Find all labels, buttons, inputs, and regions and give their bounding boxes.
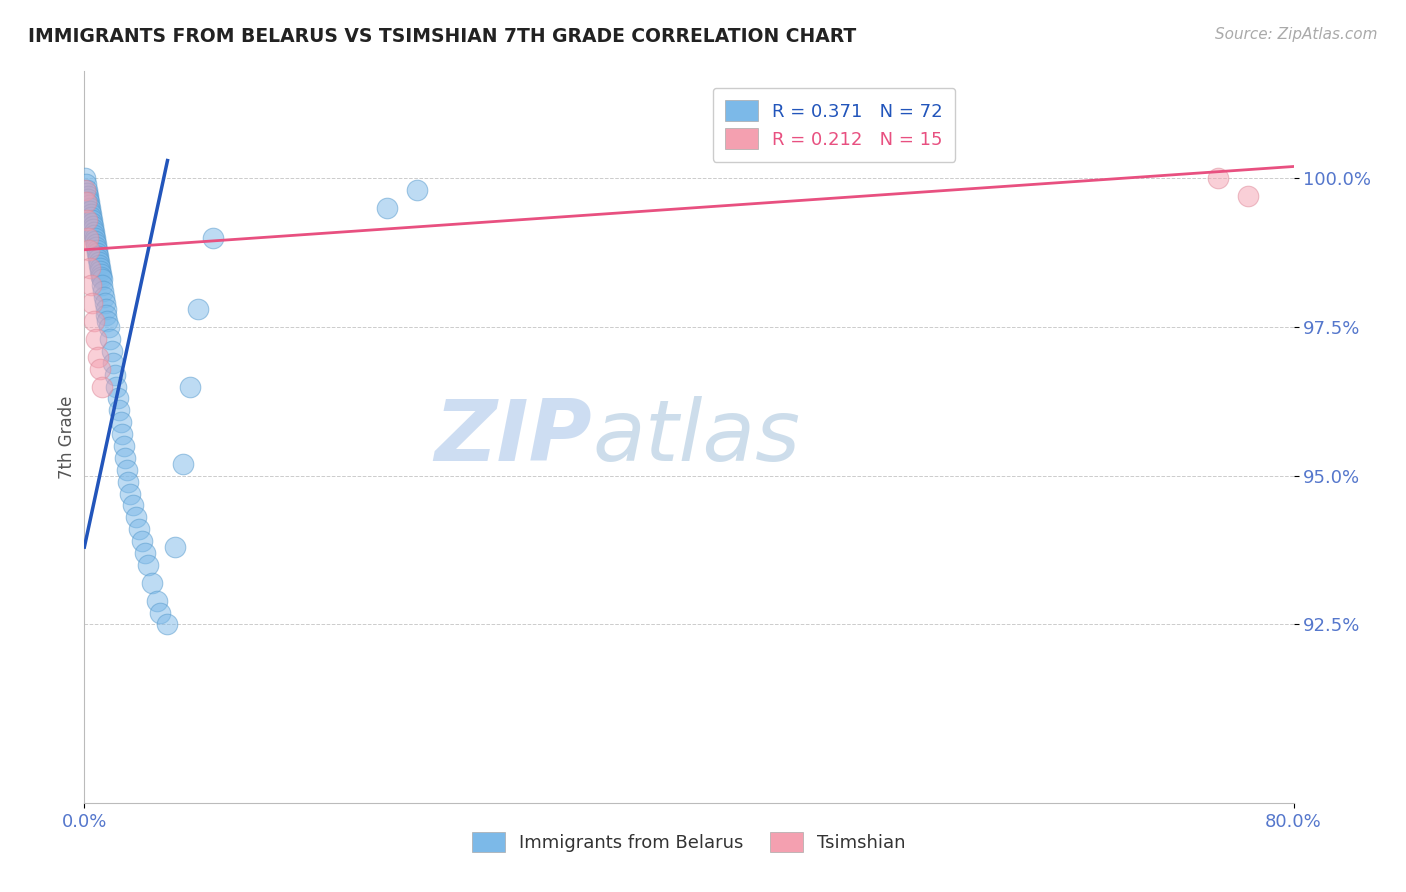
Point xyxy=(83,227,105,242)
Point xyxy=(80,210,103,224)
Point xyxy=(131,534,153,549)
Point xyxy=(90,272,112,286)
Point xyxy=(179,379,201,393)
Point xyxy=(105,379,128,393)
Point xyxy=(77,195,100,210)
Point xyxy=(87,254,110,268)
Point xyxy=(98,332,121,346)
Point xyxy=(80,213,103,227)
Point xyxy=(75,178,97,192)
Point xyxy=(84,332,107,346)
Point xyxy=(114,450,136,465)
Point xyxy=(77,243,100,257)
Point xyxy=(96,308,118,322)
Point xyxy=(1206,171,1229,186)
Point xyxy=(156,617,179,632)
Point xyxy=(80,207,103,221)
Point xyxy=(89,258,111,272)
Point xyxy=(89,260,111,275)
Text: IMMIGRANTS FROM BELARUS VS TSIMSHIAN 7TH GRADE CORRELATION CHART: IMMIGRANTS FROM BELARUS VS TSIMSHIAN 7TH… xyxy=(28,27,856,45)
Point xyxy=(111,427,134,442)
Point xyxy=(94,296,117,310)
Text: ZIP: ZIP xyxy=(434,395,592,479)
Point xyxy=(83,314,105,328)
Point xyxy=(121,499,143,513)
Point xyxy=(375,201,398,215)
Point xyxy=(75,183,97,197)
Point xyxy=(76,189,98,203)
Point xyxy=(96,314,118,328)
Point xyxy=(83,231,105,245)
Point xyxy=(87,350,110,364)
Point xyxy=(146,593,169,607)
Point xyxy=(77,192,100,206)
Text: Source: ZipAtlas.com: Source: ZipAtlas.com xyxy=(1215,27,1378,42)
Point xyxy=(82,296,104,310)
Point xyxy=(112,439,135,453)
Point xyxy=(118,486,141,500)
Point xyxy=(104,368,127,382)
Point xyxy=(83,225,105,239)
Point xyxy=(89,263,111,277)
Point xyxy=(201,231,224,245)
Point xyxy=(87,252,110,266)
Point xyxy=(76,186,98,201)
Legend: Immigrants from Belarus, Tsimshian: Immigrants from Belarus, Tsimshian xyxy=(465,824,912,860)
Y-axis label: 7th Grade: 7th Grade xyxy=(58,395,76,479)
Point xyxy=(75,171,97,186)
Text: atlas: atlas xyxy=(592,395,800,479)
Point xyxy=(128,522,150,536)
Point xyxy=(86,249,108,263)
Point xyxy=(125,510,148,524)
Point xyxy=(82,216,104,230)
Point xyxy=(84,234,107,248)
Point xyxy=(76,231,98,245)
Point xyxy=(79,260,101,275)
Point xyxy=(107,392,129,406)
Point xyxy=(165,540,187,554)
Point xyxy=(84,240,107,254)
Point xyxy=(84,236,107,251)
Point xyxy=(76,213,98,227)
Point xyxy=(79,201,101,215)
Point xyxy=(93,290,115,304)
Point xyxy=(86,243,108,257)
Point xyxy=(117,475,139,489)
Point xyxy=(136,558,159,572)
Point xyxy=(90,269,112,284)
Point xyxy=(76,183,98,197)
Point xyxy=(90,267,112,281)
Point xyxy=(89,361,111,376)
Point xyxy=(101,356,124,370)
Point xyxy=(141,575,163,590)
Point xyxy=(115,463,138,477)
Point xyxy=(80,278,103,293)
Point xyxy=(110,415,132,429)
Point xyxy=(77,198,100,212)
Point xyxy=(406,183,429,197)
Point xyxy=(149,606,172,620)
Point xyxy=(1237,189,1260,203)
Point xyxy=(134,546,156,560)
Point xyxy=(86,245,108,260)
Point xyxy=(187,302,209,317)
Point xyxy=(91,278,114,293)
Point xyxy=(172,457,194,471)
Point xyxy=(82,219,104,233)
Point xyxy=(75,195,97,210)
Point xyxy=(79,204,101,219)
Point xyxy=(94,302,117,317)
Point xyxy=(97,320,120,334)
Point xyxy=(108,403,131,417)
Point xyxy=(91,379,114,393)
Point xyxy=(82,222,104,236)
Point xyxy=(91,285,114,299)
Point xyxy=(100,343,122,358)
